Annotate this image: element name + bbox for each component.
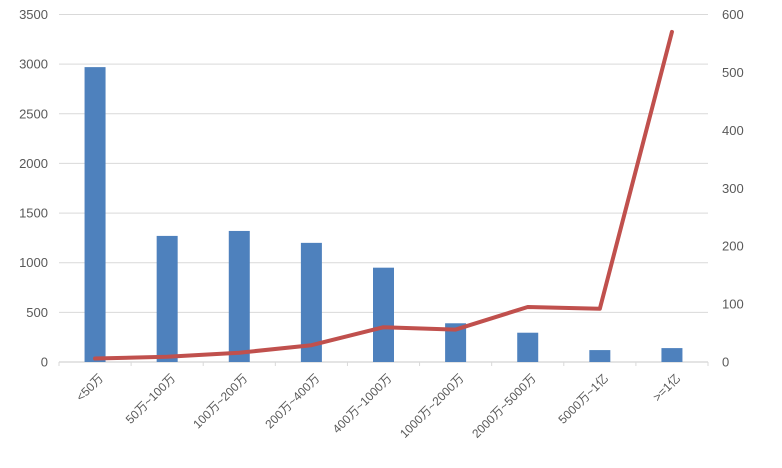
x-axis-label: 200万~400万 [262, 371, 322, 431]
left-axis-tick-label: 3500 [19, 7, 48, 22]
x-axis-label: 2000万~5000万 [469, 371, 539, 441]
x-axis-label: <50万 [73, 371, 106, 404]
left-axis-tick-label: 0 [41, 355, 48, 370]
bar [300, 242, 322, 362]
bar [661, 348, 683, 362]
left-axis-tick-label: 1500 [19, 206, 48, 221]
right-axis-tick-label: 400 [722, 123, 744, 138]
right-axis-tick-label: 100 [722, 297, 744, 312]
right-axis-tick-label: 500 [722, 65, 744, 80]
right-axis-tick-label: 0 [722, 355, 729, 370]
x-axis-label: 50万~100万 [123, 371, 178, 426]
left-axis-tick-label: 2500 [19, 106, 48, 121]
bar [228, 230, 250, 362]
x-axis-label: 1000万~2000万 [397, 371, 467, 441]
line-series-path [93, 29, 674, 361]
bar [84, 67, 106, 362]
bar [517, 332, 539, 362]
bar [156, 235, 178, 362]
x-axis-label: >=1亿 [649, 371, 683, 405]
x-axis-label: 400万~1000万 [330, 371, 395, 436]
left-axis-tick-label: 2000 [19, 156, 48, 171]
bar [589, 350, 611, 362]
bar [445, 323, 467, 362]
left-axis-tick-label: 500 [26, 305, 48, 320]
right-axis-tick-label: 200 [722, 239, 744, 254]
left-axis-tick-label: 3000 [19, 57, 48, 72]
bar [373, 267, 394, 362]
left-axis-tick-label: 1000 [19, 255, 48, 270]
x-axis-label: 100万~200万 [190, 371, 250, 431]
right-axis-tick-label: 600 [722, 7, 744, 22]
x-axis-label: 5000万~1亿 [555, 371, 611, 427]
right-axis-tick-label: 300 [722, 181, 744, 196]
